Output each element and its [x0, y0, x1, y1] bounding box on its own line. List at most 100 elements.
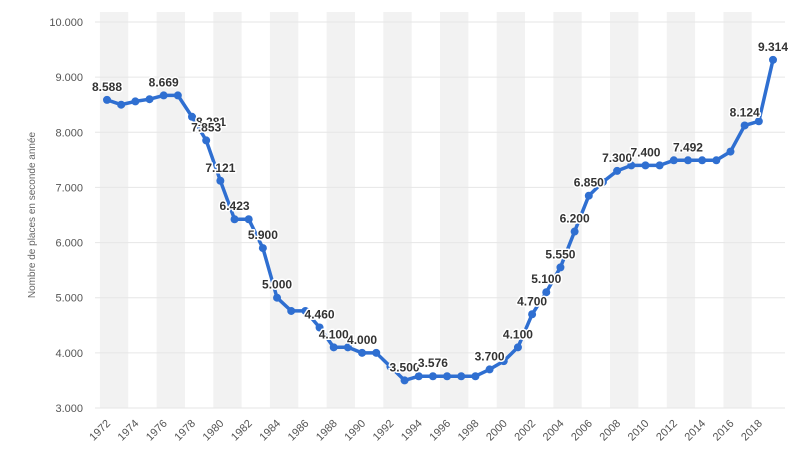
- data-point: [428, 372, 437, 381]
- data-point: [627, 161, 636, 170]
- x-tick-label: 1986: [286, 418, 312, 444]
- data-point: [457, 372, 466, 381]
- data-point: [513, 343, 522, 352]
- data-point: [188, 112, 197, 121]
- x-axis: 1972 1974 1976 1978 1980 1982 1984 1986 1988 1990…: [87, 418, 765, 444]
- x-tick-label: 1984: [257, 418, 283, 444]
- data-point: [726, 147, 735, 156]
- data-point: [202, 136, 211, 145]
- x-tick-label: 1976: [144, 418, 170, 444]
- data-point: [485, 365, 494, 374]
- data-point: [740, 121, 749, 130]
- column-band: [666, 12, 696, 408]
- y-tick-label: 7.000: [55, 182, 83, 194]
- data-label: 7.492: [673, 140, 703, 154]
- data-point: [598, 177, 607, 186]
- x-tick-label: 1994: [399, 418, 425, 444]
- data-label: 7.400: [630, 145, 660, 159]
- data-point: [641, 161, 650, 170]
- data-point: [499, 357, 508, 366]
- data-label: 7.300: [602, 151, 632, 165]
- data-point: [414, 372, 423, 381]
- data-point: [117, 100, 126, 109]
- data-label: 8.588: [92, 80, 122, 94]
- data-point: [216, 176, 225, 185]
- data-point: [258, 244, 267, 253]
- data-label: 3.576: [418, 356, 448, 370]
- y-axis-label: Nombre de places en seconde année: [27, 131, 38, 298]
- data-point: [386, 362, 395, 371]
- data-label: 4.100: [503, 327, 533, 341]
- data-label: 6.200: [560, 212, 590, 226]
- y-tick-label: 10.000: [49, 17, 83, 29]
- data-point: [769, 55, 777, 64]
- data-point: [230, 215, 239, 224]
- data-label: 5.900: [248, 228, 278, 242]
- data-label: 3.700: [475, 349, 505, 363]
- x-tick-label: 2010: [626, 418, 652, 444]
- data-label: 5.000: [262, 278, 292, 292]
- column-band: [383, 12, 412, 408]
- data-label: 6.423: [220, 199, 250, 213]
- x-tick-label: 1990: [342, 418, 368, 444]
- data-point: [315, 323, 324, 332]
- data-point: [358, 348, 367, 357]
- column-band: [610, 12, 639, 408]
- y-tick-label: 5.000: [55, 293, 83, 305]
- x-tick-label: 2004: [541, 418, 567, 444]
- data-label: 4.460: [305, 307, 335, 321]
- data-point: [669, 156, 678, 165]
- data-point: [584, 191, 593, 200]
- data-label: 4.700: [517, 294, 547, 308]
- data-label: 8.669: [149, 75, 179, 89]
- column-band: [99, 12, 129, 408]
- x-tick-label: 2002: [512, 418, 538, 444]
- data-point: [372, 348, 381, 357]
- data-point: [287, 306, 296, 315]
- x-tick-label: 2016: [711, 418, 737, 444]
- data-point: [754, 117, 763, 126]
- data-point: [528, 310, 537, 319]
- data-point: [443, 372, 452, 381]
- data-label: 5.550: [545, 247, 575, 261]
- column-band: [723, 12, 752, 408]
- data-label: 6.850: [574, 176, 604, 190]
- data-label: 7.121: [205, 161, 235, 175]
- data-label: 8.281: [196, 115, 226, 129]
- x-tick-label: 2008: [597, 418, 623, 444]
- column-band: [269, 12, 299, 408]
- data-point: [131, 97, 140, 106]
- data-point: [471, 372, 480, 381]
- data-label: 5.100: [531, 272, 561, 286]
- y-tick-label: 6.000: [55, 238, 83, 250]
- x-tick-label: 1998: [456, 418, 482, 444]
- x-tick-label: 1982: [229, 418, 255, 444]
- column-band: [213, 12, 242, 408]
- data-point: [655, 161, 664, 170]
- data-label: 4.100: [319, 327, 349, 341]
- data-point: [273, 293, 282, 302]
- data-point: [683, 156, 692, 165]
- x-tick-label: 2018: [739, 418, 765, 444]
- x-tick-label: 2012: [654, 418, 680, 444]
- data-label: 4.000: [347, 333, 377, 347]
- data-point: [570, 227, 579, 236]
- data-point: [244, 215, 253, 224]
- column-band: [156, 12, 185, 408]
- data-point: [542, 288, 551, 297]
- x-tick-label: 2014: [682, 418, 708, 444]
- x-tick-label: 2006: [569, 418, 595, 444]
- data-point: [301, 306, 310, 315]
- data-point: [329, 343, 338, 352]
- data-point: [145, 95, 154, 104]
- data-points: [103, 55, 777, 385]
- x-tick-label: 1988: [314, 418, 340, 444]
- column-band: [553, 12, 582, 408]
- data-point: [173, 91, 182, 100]
- y-tick-label: 4.000: [55, 348, 83, 360]
- data-point: [343, 343, 352, 352]
- data-label: 7.853: [191, 120, 221, 134]
- data-point: [400, 376, 409, 385]
